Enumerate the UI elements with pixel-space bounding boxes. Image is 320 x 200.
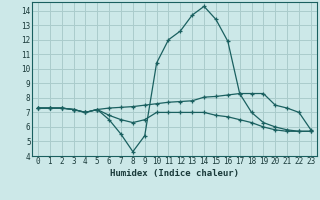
X-axis label: Humidex (Indice chaleur): Humidex (Indice chaleur) — [110, 169, 239, 178]
